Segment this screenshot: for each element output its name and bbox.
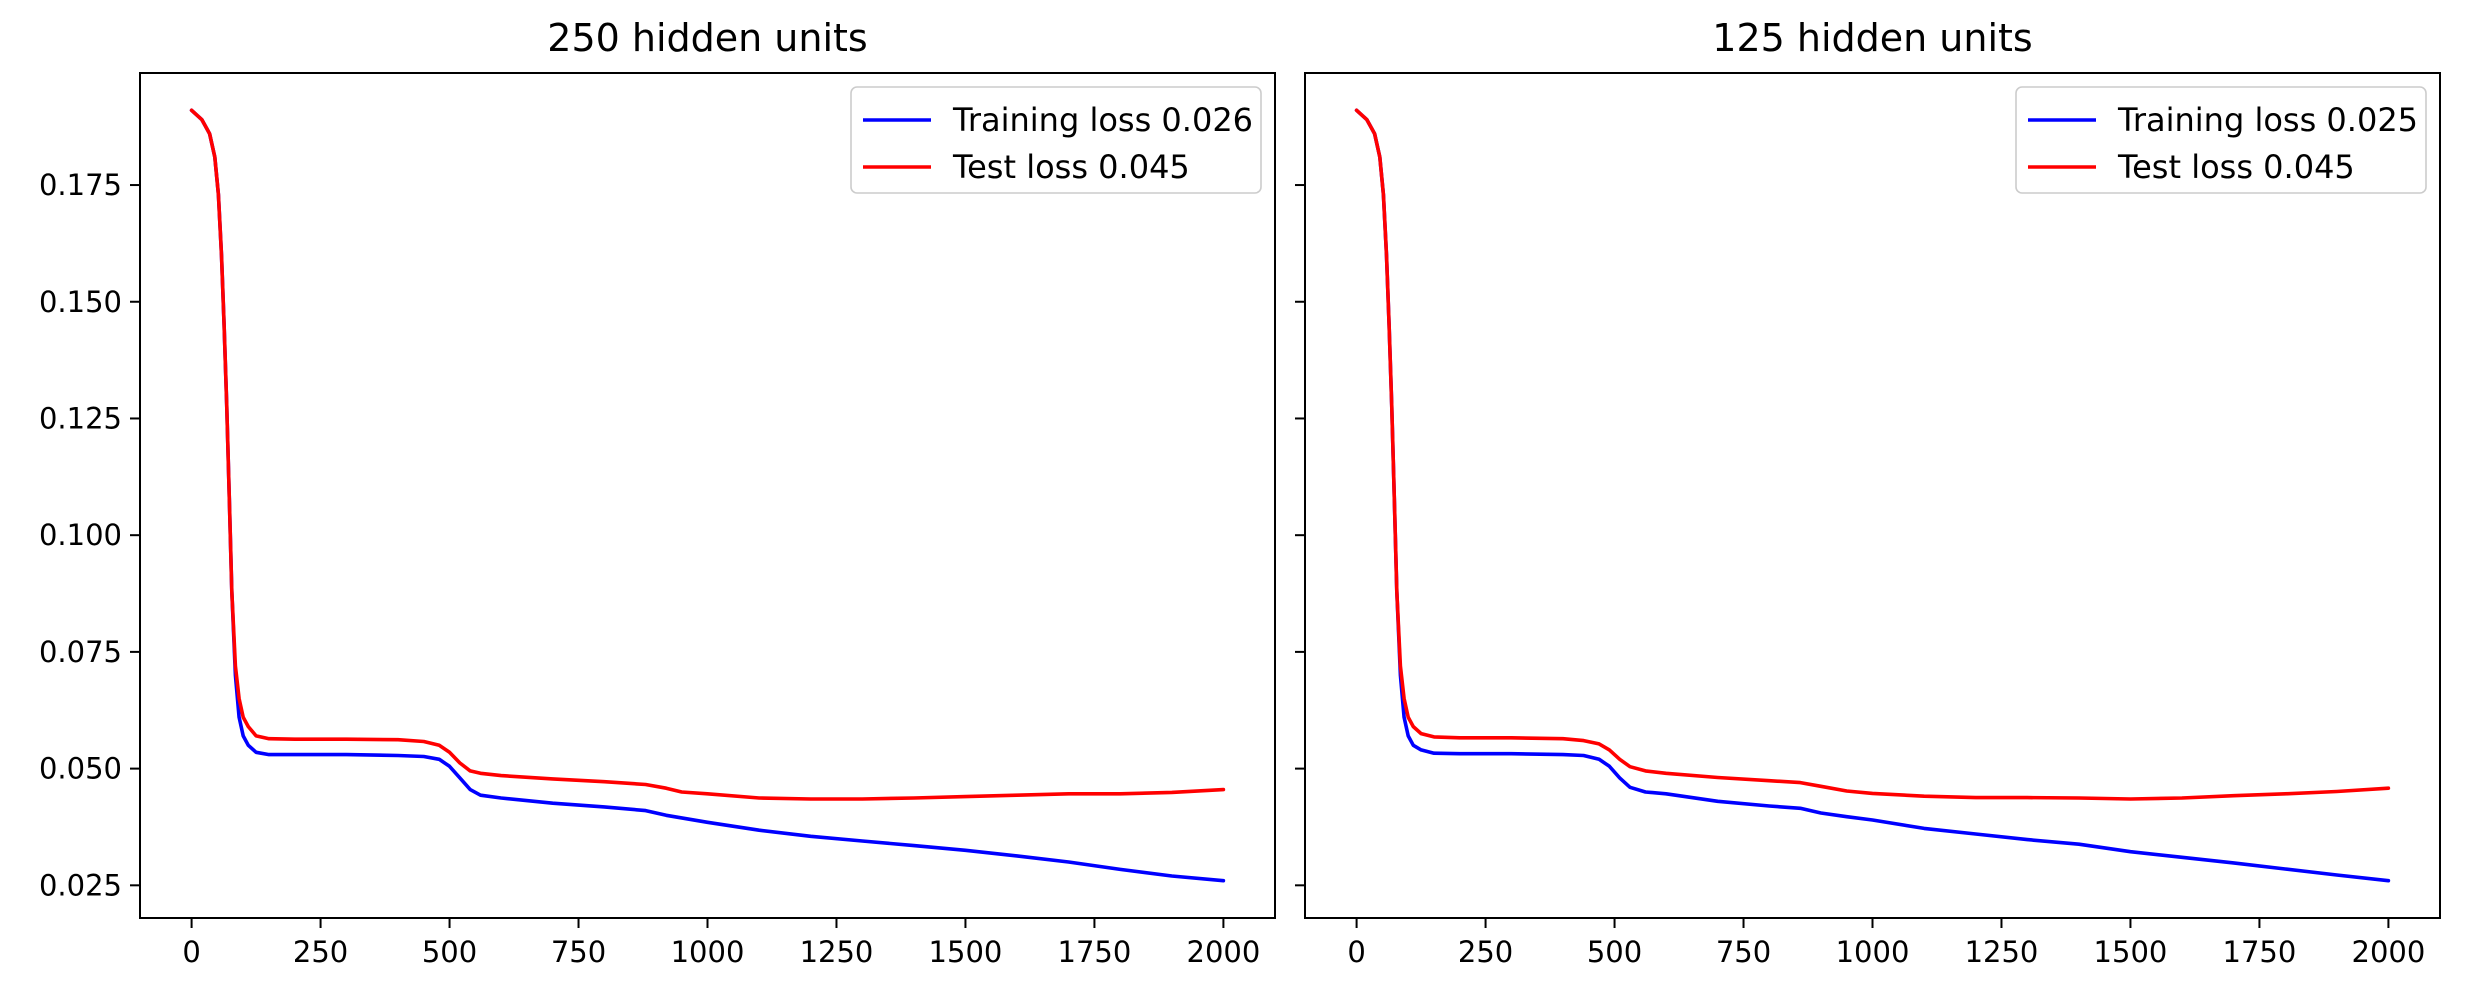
x-tick-label: 1000 [671,935,745,969]
x-tick-label: 1500 [929,935,1003,969]
x-tick-label: 1750 [1058,935,1132,969]
x-tick-label: 0 [182,935,200,969]
y-tick-label: 0.125 [39,401,122,435]
x-tick-label: 1750 [2223,935,2297,969]
x-tick-label: 1500 [2094,935,2168,969]
chart-title: 250 hidden units [547,16,867,60]
test-loss-line [189,108,1226,801]
x-tick-label: 250 [1458,935,1513,969]
panel-125-hidden-units: 125 hidden units 0 250 500 750 1000 1250 1500 17… [1295,16,2441,969]
legend: Training loss 0.026 Test loss 0.045 [850,86,1262,194]
x-tick-label: 2000 [2352,935,2426,969]
chart-title: 125 hidden units [1712,16,2032,60]
y-tick-label: 0.025 [39,868,122,902]
y-tick-label: 0.175 [39,168,122,202]
x-tick-label: 500 [1587,935,1642,969]
x-tick-label: 750 [1716,935,1771,969]
legend-box [2015,86,2427,194]
x-tick-label: 1250 [800,935,874,969]
x-tick-label: 1000 [1836,935,1910,969]
y-tick-label: 0.100 [39,518,122,552]
y-tick-label: 0.075 [39,635,122,669]
legend-training-label: Training loss 0.025 [2117,101,2418,139]
legend: Training loss 0.025 Test loss 0.045 [2015,86,2427,194]
y-tick-label: 0.150 [39,285,122,319]
x-tick-label: 0 [1347,935,1365,969]
x-tick-label: 1250 [1965,935,2039,969]
x-tick-label: 500 [422,935,477,969]
x-tick-label: 250 [293,935,348,969]
legend-box [850,86,1262,194]
test-loss-line [1354,108,2391,801]
legend-test-label: Test loss 0.045 [952,148,1190,186]
y-tick-label: 0.050 [39,752,122,786]
legend-training-label: Training loss 0.026 [952,101,1253,139]
x-tick-label: 2000 [1187,935,1261,969]
panel-250-hidden-units: 250 hidden units 0 250 500 750 1000 1250 1500 17… [39,16,1276,969]
legend-test-label: Test loss 0.045 [2117,148,2355,186]
x-tick-label: 750 [551,935,606,969]
